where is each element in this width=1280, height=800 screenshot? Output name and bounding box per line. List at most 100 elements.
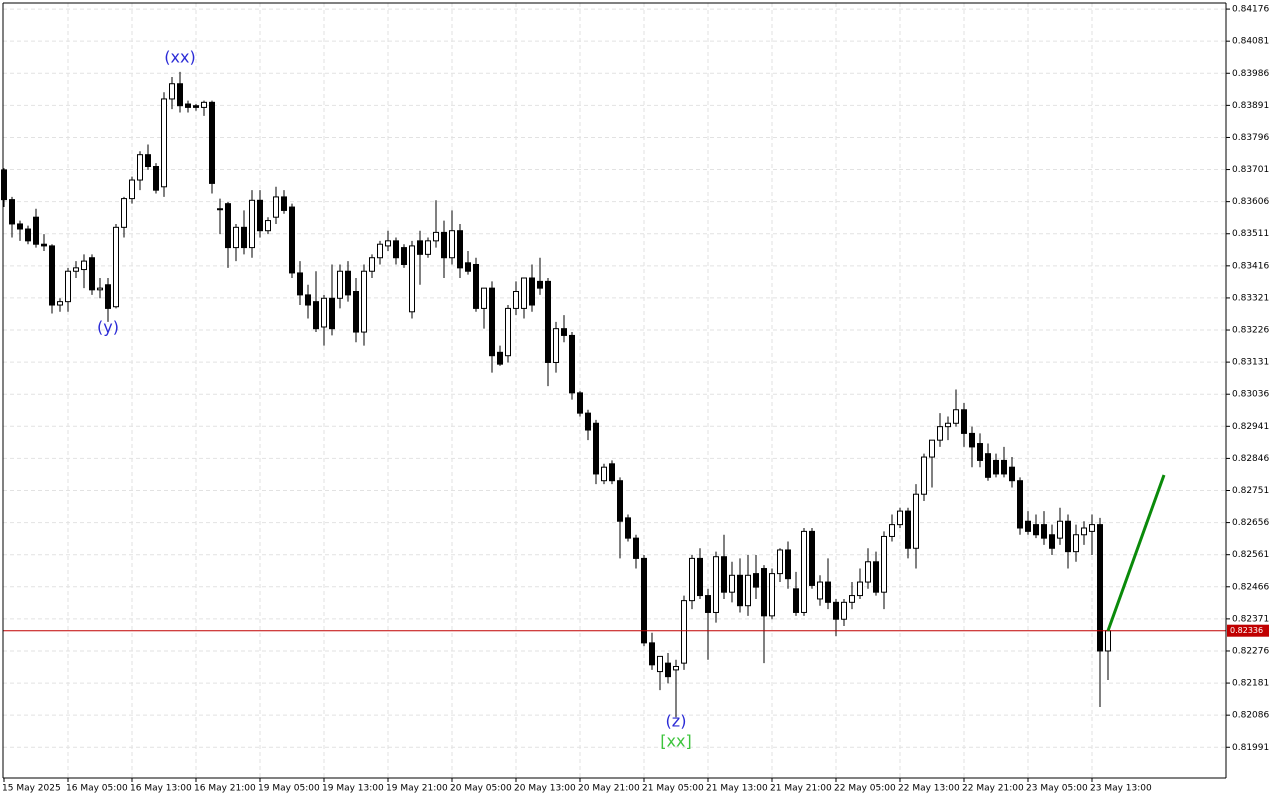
y-tick-label: 0.82941	[1232, 422, 1269, 432]
candle-body	[857, 581, 863, 597]
x-tick-label: 20 May 21:00	[578, 784, 640, 794]
wave-label: (xx)	[164, 48, 195, 67]
candle-body	[409, 245, 415, 313]
candle-body	[337, 270, 343, 299]
x-tick-label: 22 May 05:00	[834, 784, 896, 794]
x-tick-label: 19 May 05:00	[258, 784, 320, 794]
candle-body	[473, 263, 479, 309]
y-tick-label: 0.82466	[1232, 582, 1269, 592]
candle-body	[1049, 534, 1055, 549]
candle-body	[361, 270, 367, 333]
y-tick-label: 0.81991	[1232, 743, 1269, 753]
candle-body	[249, 199, 255, 249]
candle-body	[865, 561, 871, 583]
y-tick-label: 0.82371	[1232, 614, 1269, 624]
x-tick-label: 21 May 13:00	[706, 784, 768, 794]
candle-body	[913, 493, 919, 549]
candle-body	[393, 240, 399, 259]
candle-body	[585, 412, 591, 431]
candle-body	[689, 557, 695, 602]
candle-body	[665, 662, 671, 678]
x-tick-label: 22 May 13:00	[898, 784, 960, 794]
candle-body	[25, 228, 31, 242]
y-tick-label: 0.84176	[1232, 5, 1269, 15]
candle-body	[737, 574, 743, 607]
price-label-box	[1227, 624, 1269, 637]
candle-body	[713, 556, 719, 613]
candle-body	[1001, 459, 1007, 475]
candle-body	[849, 595, 855, 603]
candle-body	[729, 574, 735, 593]
candle-body	[649, 642, 655, 666]
candle-body	[137, 154, 143, 181]
candle-body	[801, 530, 807, 613]
candle-body	[449, 230, 455, 259]
candle-body	[1017, 480, 1023, 529]
candle-body	[57, 301, 63, 306]
candle-body	[833, 601, 839, 620]
y-tick-label: 0.83606	[1232, 197, 1269, 207]
candle-body	[209, 101, 215, 184]
candle-body	[785, 549, 791, 580]
x-tick-label: 20 May 05:00	[450, 784, 512, 794]
candle-body	[1041, 524, 1047, 539]
candle-body	[257, 199, 263, 232]
candle-body	[313, 301, 319, 330]
x-tick-label: 21 May 21:00	[770, 784, 832, 794]
candle-body	[457, 230, 463, 269]
candle-body	[521, 277, 527, 309]
candle-body	[809, 530, 815, 586]
candle-body	[617, 480, 623, 522]
y-tick-label: 0.83891	[1232, 101, 1269, 111]
candle-body	[1033, 524, 1039, 536]
candle-body	[465, 262, 471, 272]
candle-body	[17, 223, 23, 230]
candle-body	[201, 101, 207, 108]
x-tick-label: 19 May 13:00	[322, 784, 384, 794]
candle-body	[1097, 524, 1103, 652]
candle-body	[673, 666, 679, 671]
candle-body	[145, 154, 151, 168]
candle-body	[281, 196, 287, 211]
candle-body	[441, 231, 447, 259]
candle-body	[433, 231, 439, 242]
candle-body	[9, 199, 15, 225]
candle-body	[225, 203, 231, 249]
candle-body	[825, 581, 831, 603]
candle-body	[265, 220, 271, 232]
candle-body	[217, 208, 223, 211]
x-tick-label: 16 May 05:00	[66, 784, 128, 794]
x-tick-label: 16 May 21:00	[194, 784, 256, 794]
x-tick-label: 22 May 21:00	[962, 784, 1024, 794]
x-tick-label: 16 May 13:00	[130, 784, 192, 794]
y-tick-label: 0.83511	[1232, 229, 1269, 239]
candle-body	[417, 240, 423, 255]
candle-body	[1065, 520, 1071, 553]
y-tick-label: 0.82181	[1232, 679, 1269, 689]
y-tick-label: 0.82561	[1232, 550, 1269, 560]
candle-body	[65, 270, 71, 303]
candle-body	[305, 294, 311, 306]
candle-body	[425, 240, 431, 255]
candle-body	[41, 243, 47, 247]
candle-body	[113, 226, 119, 308]
candle-body	[1105, 630, 1111, 652]
y-tick-label: 0.83416	[1232, 261, 1269, 271]
candles	[1, 71, 1226, 718]
candle-body	[921, 456, 927, 495]
y-tick-label: 0.82276	[1232, 646, 1269, 656]
candle-body	[721, 556, 727, 593]
candle-body	[369, 257, 375, 272]
candle-body	[873, 561, 879, 593]
candle-body	[105, 284, 111, 309]
grid	[3, 3, 1226, 778]
candle-body	[289, 206, 295, 274]
candle-body	[481, 287, 487, 309]
candle-body	[193, 105, 199, 108]
candle-body	[385, 240, 391, 247]
candle-body	[929, 439, 935, 458]
candle-body	[697, 557, 703, 597]
x-tick-label: 20 May 13:00	[514, 784, 576, 794]
candle-body	[121, 198, 127, 228]
